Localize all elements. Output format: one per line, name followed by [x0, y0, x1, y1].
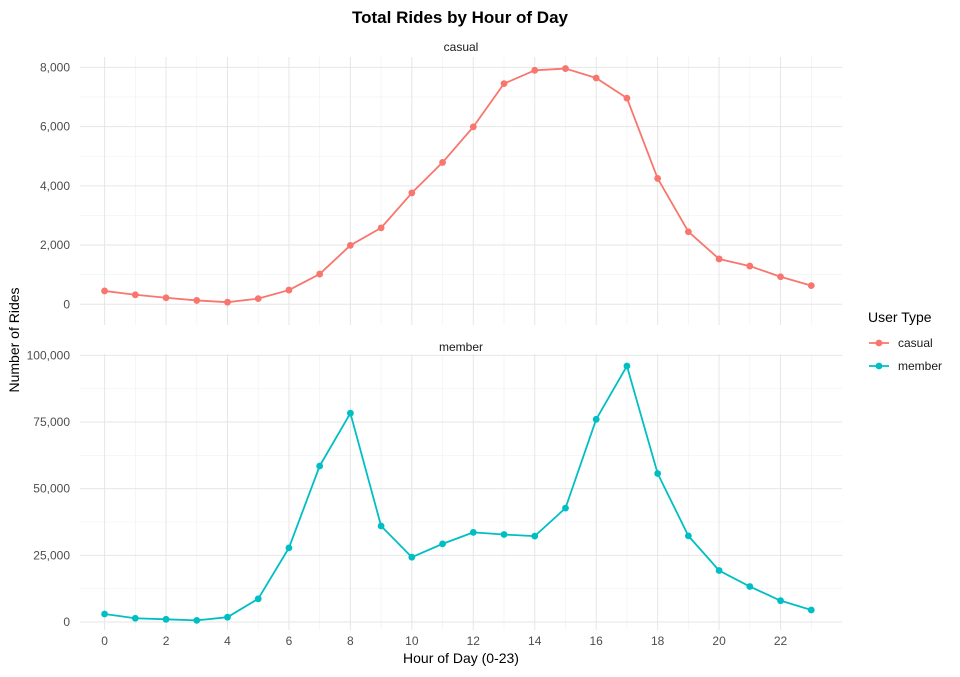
data-point-casual: [408, 189, 416, 197]
y-tick-label: 4,000: [40, 179, 70, 193]
panel-strip-label: member: [439, 340, 483, 354]
data-point-casual: [777, 273, 784, 281]
data-point-member: [623, 362, 631, 370]
y-tick-label: 100,000: [27, 348, 71, 362]
series-line-member: [104, 365, 812, 622]
data-point-member: [254, 595, 262, 603]
data-point-member: [500, 531, 508, 538]
data-point-member: [777, 597, 784, 605]
x-tick-label: 6: [286, 634, 293, 648]
panel-strip-label: casual: [444, 40, 479, 54]
y-tick-label: 50,000: [33, 482, 70, 496]
x-tick-label: 8: [347, 634, 354, 648]
data-point-casual: [377, 224, 385, 232]
data-point-casual: [285, 286, 293, 294]
data-point-casual: [623, 94, 631, 102]
data-point-casual: [316, 270, 324, 278]
x-tick-label: 16: [590, 634, 604, 648]
y-tick-label: 6,000: [40, 120, 70, 134]
data-point-casual: [500, 80, 508, 88]
legend-entry-label: member: [898, 359, 942, 373]
data-point-casual: [684, 228, 692, 236]
data-point-member: [193, 617, 201, 624]
legend: User Type casual member: [868, 309, 942, 373]
y-tick-label: 8,000: [40, 60, 70, 74]
y-tick-label: 2,000: [40, 238, 70, 252]
x-tick-label: 0: [101, 634, 108, 648]
data-point-member: [654, 470, 662, 477]
data-point-member: [439, 540, 446, 548]
data-point-casual: [746, 262, 754, 270]
y-axis-label: Number of Rides: [6, 287, 22, 392]
data-point-casual: [592, 74, 600, 82]
x-tick-labels: 0 2 4 6 8 10 12 14 16 18 20 22: [101, 634, 787, 648]
data-point-member: [807, 606, 815, 614]
data-point-casual: [654, 175, 662, 182]
legend-entry-label: casual: [898, 336, 933, 350]
legend-title: User Type: [868, 309, 932, 325]
x-tick-label: 20: [712, 634, 726, 648]
data-point-member: [131, 614, 139, 622]
x-tick-label: 12: [467, 634, 481, 648]
legend-key-point: [875, 339, 883, 347]
series-line-casual: [104, 67, 812, 304]
panels: casual 0 2,000 4,000 6,000 8,000 member 0 25,000…: [27, 40, 842, 648]
data-point-member: [469, 529, 477, 536]
data-point-member: [408, 553, 416, 561]
data-point-member: [684, 532, 692, 540]
x-tick-label: 2: [163, 634, 170, 648]
legend-key-point: [875, 362, 883, 370]
data-point-member: [592, 415, 600, 423]
y-tick-label: 25,000: [33, 548, 70, 562]
data-point-casual: [807, 282, 815, 290]
data-point-member: [562, 504, 569, 512]
data-point-casual: [131, 291, 139, 299]
data-point-casual: [469, 123, 477, 131]
data-point-casual: [562, 65, 569, 72]
y-tick-label: 75,000: [33, 415, 70, 429]
data-point-casual: [254, 295, 262, 303]
data-point-member: [377, 522, 385, 530]
data-point-casual: [162, 294, 170, 302]
data-point-casual: [101, 287, 108, 295]
x-axis-label: Hour of Day (0-23): [403, 650, 519, 666]
data-point-member: [224, 613, 231, 621]
data-point-casual: [439, 159, 446, 166]
y-tick-label: 0: [63, 297, 70, 311]
data-point-casual: [715, 255, 723, 263]
x-tick-label: 22: [774, 634, 788, 648]
panel-casual: casual 0 2,000 4,000 6,000 8,000: [40, 40, 842, 325]
data-point-member: [162, 615, 170, 623]
chart-title: Total Rides by Hour of Day: [352, 8, 569, 27]
legend-keys: casual member: [869, 336, 942, 373]
x-tick-label: 4: [224, 634, 231, 648]
data-point-member: [715, 567, 723, 574]
x-tick-label: 14: [528, 634, 542, 648]
data-point-casual: [346, 241, 354, 249]
x-tick-label: 10: [405, 634, 419, 648]
data-point-member: [531, 532, 539, 540]
data-point-member: [285, 544, 293, 552]
data-point-member: [346, 409, 354, 417]
data-point-casual: [531, 66, 539, 74]
data-point-casual: [224, 298, 231, 306]
data-point-member: [316, 462, 324, 470]
panel-member: member 0 25,000 50,000 75,000 100,000: [27, 340, 842, 630]
legend-item-member: member: [869, 359, 942, 373]
x-tick-label: 18: [651, 634, 665, 648]
data-point-member: [101, 610, 108, 618]
y-tick-label: 0: [63, 615, 70, 629]
legend-item-casual: casual: [869, 336, 933, 350]
data-point-member: [746, 583, 754, 590]
data-point-casual: [193, 297, 201, 304]
